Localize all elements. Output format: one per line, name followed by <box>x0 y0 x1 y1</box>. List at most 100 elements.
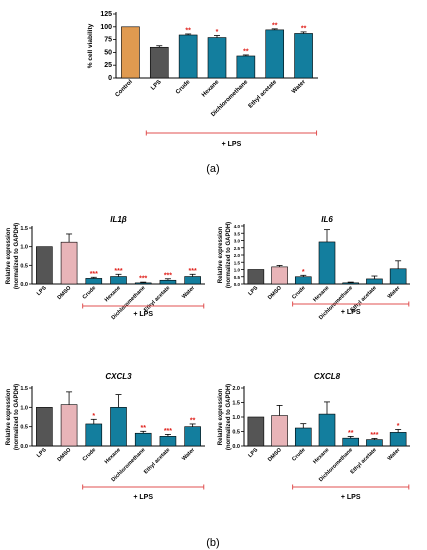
y-axis-label: % cell viability <box>87 23 94 68</box>
y-tick-label: 50 <box>104 49 112 56</box>
bar-dichloromethane <box>236 55 256 79</box>
il6-chart: IL6 0.0 0.5 1.0 1.5 2.0 2.5 3.0 3.5 4.0 Relative e… <box>218 215 410 321</box>
x-tick-label: Crude <box>82 285 97 300</box>
x-tick-label: Water <box>181 285 197 301</box>
x-tick-label: Water <box>387 447 403 463</box>
bar-crude <box>294 276 312 285</box>
significance-label: * <box>397 423 400 430</box>
significance-label: ** <box>243 48 249 55</box>
bar-lps <box>36 246 53 285</box>
bar-crude <box>178 34 198 79</box>
lps-bracket-label: + LPS <box>341 309 361 316</box>
bar-dmso <box>271 266 288 285</box>
y-tick-label: 3.0 <box>234 239 241 244</box>
y-tick-label: 1.5 <box>20 226 28 232</box>
x-tick-label: Water <box>387 285 403 301</box>
significance-label: * <box>216 29 219 36</box>
y-tick-label: 0.0 <box>234 282 241 287</box>
panel-b-label: (b) <box>206 537 219 549</box>
bar-ethyl-acetate <box>366 278 383 285</box>
viability-chart: 0 25 50 75 100 125 % cell viability Control LPS *… <box>87 11 318 148</box>
chart-title: CXCL3 <box>105 372 132 381</box>
significance-label: *** <box>164 272 172 279</box>
bar-lps <box>149 46 169 79</box>
bar-hexane <box>110 407 127 447</box>
chart-title: IL1β <box>110 215 127 224</box>
significance-label: ** <box>140 425 146 432</box>
x-tick-label: DMSO <box>57 447 73 463</box>
bar-water <box>184 276 201 285</box>
bar-dichloromethane <box>342 282 360 285</box>
y-tick-label: 0.5 <box>20 425 28 431</box>
bar-water <box>184 426 201 447</box>
x-tick-label: Ethyl acetate <box>143 447 171 475</box>
bar-dichloromethane <box>134 432 152 447</box>
chart-title: CXCL8 <box>314 372 341 381</box>
y-tick-label: 1.5 <box>20 386 28 392</box>
y-axis-label: Relative expression <box>218 388 224 445</box>
significance-label: ** <box>185 27 191 34</box>
y-tick-label: 1.0 <box>20 405 28 411</box>
significance-label: *** <box>139 276 147 283</box>
bar-control <box>121 26 140 79</box>
significance-label: ** <box>272 22 278 29</box>
y-tick-label: 1.0 <box>234 268 241 273</box>
panel-a-label: (a) <box>206 163 219 175</box>
x-tick-label: Water <box>181 447 197 463</box>
bar-crude <box>294 427 312 447</box>
lps-bracket-label: + LPS <box>222 141 242 148</box>
bar-hexane <box>207 37 227 79</box>
y-tick-label: 2.5 <box>234 246 241 251</box>
y-tick-label: 0.0 <box>20 444 28 450</box>
y-tick-label: 25 <box>104 62 112 69</box>
y-axis-label: Relative expression <box>6 227 12 284</box>
lps-bracket-label: + LPS <box>341 494 361 501</box>
x-tick-label: Ethyl acetate <box>248 79 279 110</box>
significance-label: *** <box>90 271 98 278</box>
x-tick-label: Crude <box>175 79 192 96</box>
bar-dichloromethane <box>134 282 152 285</box>
y-tick-label: 0.5 <box>232 430 240 436</box>
bar-ethyl-acetate <box>159 436 177 447</box>
il1b-chart: IL1β 0.0 0.5 1.0 1.5 Relative expression (norm… <box>6 215 205 321</box>
x-tick-label: LPS <box>36 285 48 297</box>
y-axis-label: Relative expression <box>218 226 224 283</box>
significance-label: ** <box>190 417 196 424</box>
bar-ethyl-acetate <box>159 279 177 285</box>
x-tick-label: Hexane <box>104 447 122 465</box>
bar-dmso <box>271 415 288 447</box>
bar-hexane <box>318 241 336 285</box>
bar-water <box>389 432 407 447</box>
bar-hexane <box>110 276 127 285</box>
x-tick-label: DMSO <box>267 285 283 301</box>
significance-label: *** <box>114 268 122 275</box>
x-tick-label: Crude <box>291 447 306 462</box>
y-tick-label: 0.5 <box>234 275 241 280</box>
bar-crude <box>85 423 103 447</box>
bar-dmso <box>60 404 78 447</box>
x-tick-label: Hexane <box>104 285 122 303</box>
y-tick-label: 2.0 <box>232 386 240 392</box>
significance-label: * <box>92 413 95 420</box>
x-tick-label: Water <box>291 79 307 95</box>
bar-water <box>294 33 313 79</box>
bar-hexane <box>318 413 336 447</box>
bar-lps <box>247 416 265 447</box>
significance-label: * <box>302 269 305 276</box>
cxcl3-chart: CXCL3 0.0 0.5 1.0 1.5 Relative expression (nor… <box>6 372 205 501</box>
x-tick-label: Control <box>115 79 135 99</box>
y-tick-label: 0.5 <box>20 263 28 269</box>
significance-label: *** <box>370 432 378 439</box>
y-axis-label: (normalized to GAPDH) <box>226 222 232 288</box>
y-tick-label: 75 <box>104 37 112 44</box>
x-tick-label: LPS <box>36 447 48 459</box>
lps-bracket-label: + LPS <box>133 311 153 318</box>
y-tick-label: 100 <box>100 24 112 31</box>
y-axis-label: (normalized to GAPDH) <box>14 223 20 289</box>
x-tick-label: Ethyl acetate <box>143 285 171 313</box>
x-tick-label: DMSO <box>267 447 283 463</box>
bar-water <box>389 268 407 285</box>
y-tick-label: 0.0 <box>232 444 240 450</box>
x-tick-label: Hexane <box>312 285 330 303</box>
